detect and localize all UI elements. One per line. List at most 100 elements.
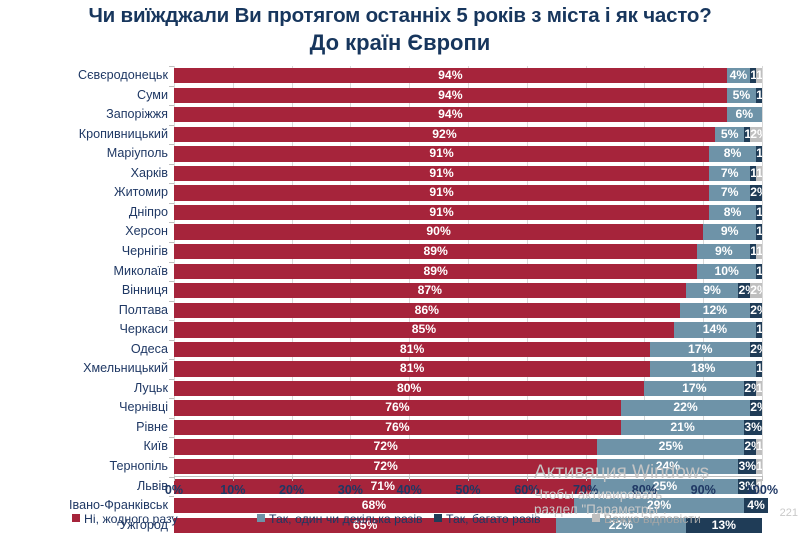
bar-segment-1[interactable]: 5% [726,87,757,103]
stacked-bar[interactable]: 85%14%1% [174,322,762,338]
bar-segment-2[interactable]: 4% [744,498,768,514]
bar-segment-1[interactable]: 17% [644,380,745,397]
bar-segment-0[interactable]: 86% [174,302,680,318]
bar-segment-1[interactable]: 4% [726,68,751,84]
stacked-bar[interactable]: 90%9%1% [174,224,762,240]
bar-segment-1[interactable]: 10% [697,263,757,279]
bar-segment-0[interactable]: 89% [174,243,698,260]
bar-segment-2[interactable]: 3% [738,478,757,494]
bar-segment-0[interactable]: 76% [174,419,621,436]
bar-segment-2[interactable]: 1% [750,165,757,182]
bar-segment-1[interactable]: 25% [591,478,739,494]
bar-segment-0[interactable]: 71% [174,478,592,494]
bar-segment-2[interactable]: 1% [756,322,762,338]
bar-segment-1[interactable]: 6% [726,107,762,123]
bar-segment-1[interactable]: 25% [597,439,745,455]
bar-segment-2[interactable]: 1% [750,243,757,260]
bar-segment-2[interactable]: 3% [738,459,757,475]
legend-item-0[interactable]: Ні, жодного разу [72,509,178,527]
bar-segment-2[interactable]: 1% [756,204,762,221]
bar-segment-0[interactable]: 72% [174,459,598,475]
stacked-bar[interactable]: 89%10%1% [174,263,762,279]
bar-segment-0[interactable]: 91% [174,185,710,201]
bar-segment-2[interactable]: 1% [756,146,762,162]
bar-segment-2[interactable]: 2% [750,341,762,358]
bar-segment-1[interactable]: 22% [620,400,751,416]
stacked-bar[interactable]: 65% 22% 13% [174,517,762,534]
bar-segment-0[interactable]: 92% [174,126,715,143]
bar-segment-1[interactable]: 22% [556,517,686,534]
bar-segment-1[interactable]: 9% [703,224,757,240]
bar-segment-3[interactable]: 2% [750,283,762,299]
bar-segment-1[interactable]: 24% [597,459,739,475]
stacked-bar[interactable]: 76%22%2% [174,400,762,416]
bar-segment-0[interactable]: 72% [174,439,598,455]
bar-segment-3[interactable]: 2% [750,126,762,143]
bar-segment-3[interactable]: 1% [756,165,762,182]
bar-segment-0[interactable]: 89% [174,263,698,279]
bar-segment-1[interactable]: 17% [650,341,751,358]
stacked-bar[interactable]: 76% 21% 3% [174,419,762,436]
bar-segment-0[interactable]: 94% [174,107,727,123]
bar-segment-1[interactable]: 21% [620,419,745,436]
bar-segment-0[interactable]: 94% [174,87,727,103]
bar-segment-0[interactable]: 81% [174,341,651,358]
stacked-bar[interactable]: 71%25%3%1% [174,478,762,494]
bar-segment-2[interactable]: 2% [750,185,762,201]
bar-segment-2[interactable]: 3% [744,419,762,436]
bar-segment-1[interactable]: 29% [573,498,745,514]
legend-item-1[interactable]: Так, один чи декілька разів [257,509,423,527]
bar-segment-3[interactable]: 1% [756,439,762,455]
bar-segment-2[interactable]: 1% [756,87,762,103]
bar-segment-1[interactable]: 12% [679,302,751,318]
bar-segment-0[interactable]: 90% [174,224,704,240]
bar-segment-3[interactable]: 1% [756,478,762,494]
bar-segment-2[interactable]: 2% [750,400,762,416]
bar-segment-3[interactable]: 1% [756,68,762,84]
stacked-bar[interactable]: 86%12%2% [174,302,762,318]
bar-segment-1[interactable]: 14% [673,322,757,338]
bar-segment-2[interactable]: 2% [744,439,757,455]
bar-segment-2[interactable]: 1% [744,126,751,143]
bar-segment-0[interactable]: 81% [174,361,651,377]
stacked-bar[interactable]: 94%4%1%1% [174,68,762,84]
bar-segment-1[interactable]: 7% [709,165,751,182]
stacked-bar[interactable]: 92%5%1%2% [174,126,762,143]
bar-segment-1[interactable]: 9% [685,283,739,299]
bar-segment-0[interactable]: 80% [174,380,645,397]
bar-segment-2[interactable]: 1% [756,224,762,240]
bar-segment-0[interactable]: 91% [174,146,710,162]
bar-segment-2[interactable]: 1% [750,68,757,84]
bar-segment-2[interactable]: 2% [738,283,751,299]
bar-segment-2[interactable]: 1% [756,263,762,279]
bar-segment-1[interactable]: 9% [697,243,751,260]
legend-item-2[interactable]: Так, багато разів [434,509,541,527]
bar-segment-3[interactable]: 1% [756,459,762,475]
bar-segment-0[interactable]: 65% [174,517,557,534]
bar-segment-2[interactable]: 2% [750,302,762,318]
stacked-bar[interactable]: 87%9%2%2% [174,283,762,299]
stacked-bar[interactable]: 68% 29% 4% [174,498,768,514]
bar-segment-0[interactable]: 91% [174,204,710,221]
bar-segment-2[interactable]: 2% [744,380,757,397]
stacked-bar[interactable]: 91%7%1%1% [174,165,762,182]
bar-segment-3[interactable]: 1% [756,380,762,397]
bar-segment-2[interactable]: 1% [756,361,762,377]
bar-segment-0[interactable]: 85% [174,322,674,338]
legend-item-3[interactable]: Важко відповісти [592,509,701,527]
bar-segment-0[interactable]: 76% [174,400,621,416]
bar-segment-0[interactable]: 87% [174,283,686,299]
stacked-bar[interactable]: 91%7%2% [174,185,762,201]
stacked-bar[interactable]: 91%8%1% [174,204,762,221]
stacked-bar[interactable]: 89%9%1%1% [174,243,762,260]
bar-segment-1[interactable]: 7% [709,185,751,201]
stacked-bar[interactable]: 80%17%2%1% [174,380,762,397]
stacked-bar[interactable]: 94%5%1% [174,87,762,103]
bar-segment-3[interactable]: 1% [756,243,762,260]
bar-segment-1[interactable]: 8% [709,204,757,221]
bar-segment-2[interactable]: 13% [685,517,762,534]
stacked-bar[interactable]: 72%24%3%1% [174,459,762,475]
bar-segment-1[interactable]: 8% [709,146,757,162]
stacked-bar[interactable]: 72%25%2%1% [174,439,762,455]
stacked-bar[interactable]: 81%17%2% [174,341,762,358]
